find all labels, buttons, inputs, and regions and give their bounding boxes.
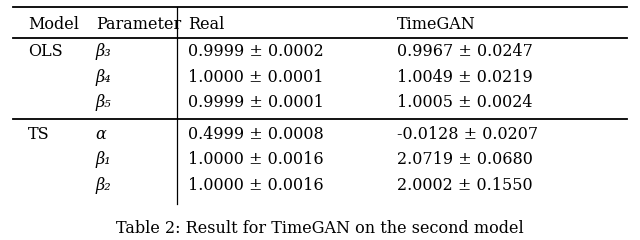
Text: 2.0719 ± 0.0680: 2.0719 ± 0.0680: [397, 151, 532, 168]
Text: OLS: OLS: [28, 43, 63, 60]
Text: β₁: β₁: [96, 151, 111, 168]
Text: Real: Real: [188, 16, 224, 33]
Text: 1.0049 ± 0.0219: 1.0049 ± 0.0219: [397, 69, 532, 86]
Text: TS: TS: [28, 126, 50, 143]
Text: α: α: [96, 126, 106, 143]
Text: -0.0128 ± 0.0207: -0.0128 ± 0.0207: [397, 126, 538, 143]
Text: Table 2: Result for TimeGAN on the second model: Table 2: Result for TimeGAN on the secon…: [116, 220, 524, 237]
Text: 1.0000 ± 0.0016: 1.0000 ± 0.0016: [188, 151, 324, 168]
Text: β₂: β₂: [96, 177, 111, 194]
Text: 0.9967 ± 0.0247: 0.9967 ± 0.0247: [397, 43, 532, 60]
Text: 1.0005 ± 0.0024: 1.0005 ± 0.0024: [397, 94, 532, 111]
Text: 0.9999 ± 0.0002: 0.9999 ± 0.0002: [188, 43, 324, 60]
Text: 0.9999 ± 0.0001: 0.9999 ± 0.0001: [188, 94, 324, 111]
Text: Model: Model: [28, 16, 79, 33]
Text: 1.0000 ± 0.0001: 1.0000 ± 0.0001: [188, 69, 323, 86]
Text: 2.0002 ± 0.1550: 2.0002 ± 0.1550: [397, 177, 532, 194]
Text: TimeGAN: TimeGAN: [397, 16, 476, 33]
Text: 0.4999 ± 0.0008: 0.4999 ± 0.0008: [188, 126, 324, 143]
Text: Parameter: Parameter: [96, 16, 181, 33]
Text: β₃: β₃: [96, 43, 111, 60]
Text: β₄: β₄: [96, 69, 111, 86]
Text: 1.0000 ± 0.0016: 1.0000 ± 0.0016: [188, 177, 324, 194]
Text: β₅: β₅: [96, 94, 111, 111]
